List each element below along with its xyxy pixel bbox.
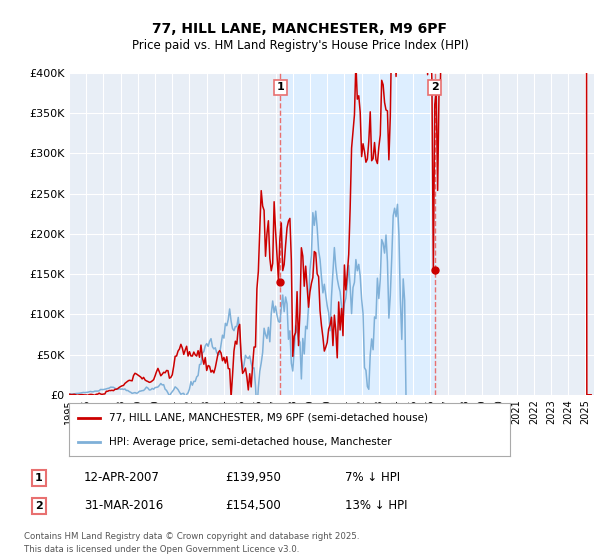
Text: 13% ↓ HPI: 13% ↓ HPI [345,499,407,512]
Text: Price paid vs. HM Land Registry's House Price Index (HPI): Price paid vs. HM Land Registry's House … [131,39,469,53]
Text: 77, HILL LANE, MANCHESTER, M9 6PF (semi-detached house): 77, HILL LANE, MANCHESTER, M9 6PF (semi-… [109,413,428,423]
Text: 77, HILL LANE, MANCHESTER, M9 6PF: 77, HILL LANE, MANCHESTER, M9 6PF [152,22,448,36]
Text: 1: 1 [277,82,284,92]
Bar [280,73,434,395]
Text: HPI: Average price, semi-detached house, Manchester: HPI: Average price, semi-detached house,… [109,437,391,447]
Text: 7% ↓ HPI: 7% ↓ HPI [345,471,400,484]
Text: £154,500: £154,500 [225,499,281,512]
Text: 2: 2 [35,501,43,511]
Text: Contains HM Land Registry data © Crown copyright and database right 2025.
This d: Contains HM Land Registry data © Crown c… [24,533,359,554]
Text: 2: 2 [431,82,439,92]
Text: 12-APR-2007: 12-APR-2007 [84,471,160,484]
Text: 31-MAR-2016: 31-MAR-2016 [84,499,163,512]
Text: £139,950: £139,950 [225,471,281,484]
Text: 1: 1 [35,473,43,483]
